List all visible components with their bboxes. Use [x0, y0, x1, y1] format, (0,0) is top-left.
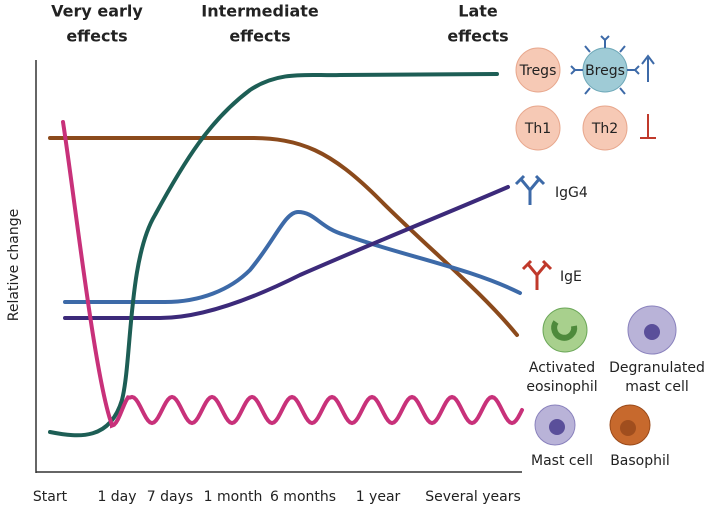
y-axis-label: Relative change [6, 209, 22, 321]
phase-title: effects [66, 27, 127, 46]
cell-label: Basophil [610, 453, 670, 469]
cell-label: Tregs [519, 63, 557, 79]
phase-title: Intermediate [201, 2, 319, 21]
phase-title: Very early [51, 2, 143, 21]
x-label: 1 month [204, 489, 263, 505]
curve [63, 209, 522, 304]
x-label: 1 day [97, 489, 136, 505]
cell-label: Th1 [524, 121, 551, 137]
curve [48, 136, 519, 337]
cell-icons [514, 35, 677, 446]
antibody-label: IgG4 [555, 185, 588, 201]
curve [48, 72, 499, 438]
x-label: Start [33, 489, 68, 505]
cell-label: Th2 [591, 121, 618, 137]
cell-label: eosinophil [526, 379, 597, 395]
cell-label: mast cell [625, 379, 689, 395]
cell-label: Activated [529, 360, 595, 376]
curve [63, 185, 510, 320]
cell-label: Bregs [585, 63, 625, 79]
x-label: Several years [425, 489, 521, 505]
x-label: 1 year [356, 489, 401, 505]
x-label: 7 days [147, 489, 193, 505]
x-label: 6 months [270, 489, 336, 505]
cell-label: Degranulated [609, 360, 705, 376]
phase-title: effects [229, 27, 290, 46]
cell-label: Mast cell [531, 453, 593, 469]
antibody-label: IgE [560, 269, 582, 285]
phase-title: effects [447, 27, 508, 46]
phase-title: Late [458, 2, 498, 21]
curve [61, 120, 524, 429]
